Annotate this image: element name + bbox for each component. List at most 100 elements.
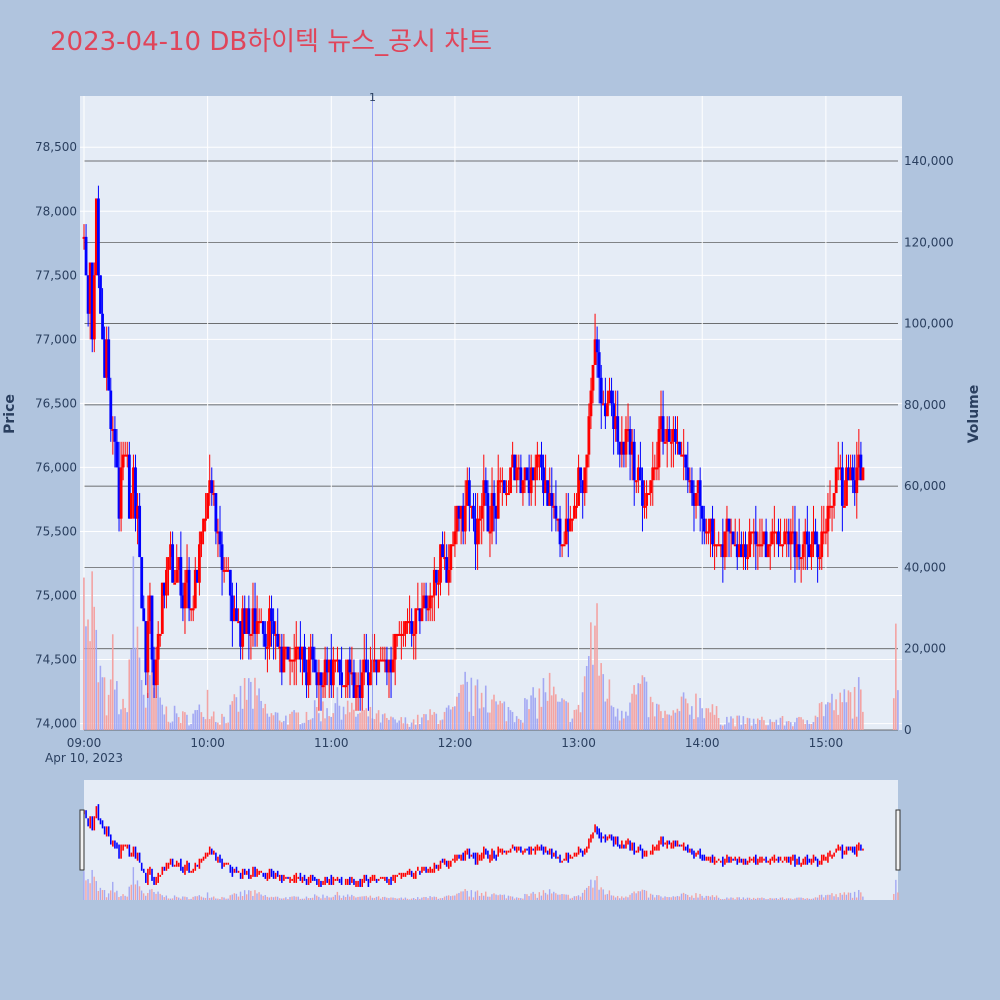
candle-body	[377, 659, 381, 673]
range-slider-right-handle[interactable]	[895, 809, 901, 871]
volume-bar	[509, 710, 512, 730]
candle-body	[562, 544, 566, 547]
volume-bar	[196, 709, 199, 730]
volume-bar	[373, 719, 376, 730]
slider-volume-bar	[544, 892, 547, 900]
slider-volume-bar	[359, 896, 361, 900]
slider-volume-bar	[829, 894, 831, 900]
news-marker[interactable]: 1	[369, 91, 376, 730]
range-slider-left-handle[interactable]	[79, 809, 85, 871]
slider-volume-bar	[392, 897, 394, 900]
slider-volume-bar	[295, 896, 297, 900]
candle-body	[482, 480, 486, 506]
candle-body	[261, 621, 265, 634]
slider-volume-bar	[99, 887, 102, 900]
volume-bar	[623, 718, 625, 730]
candle-body	[779, 544, 782, 547]
slider-volume-bar	[361, 896, 363, 900]
candle-body	[437, 582, 440, 585]
slider-volume-bar	[342, 895, 345, 900]
volume-bar	[501, 703, 504, 730]
volume-bar	[730, 716, 732, 730]
volume-bar	[338, 705, 341, 730]
candle-body	[560, 544, 564, 547]
slider-volume-bar	[676, 895, 679, 900]
volume-bar	[278, 720, 281, 730]
volume-bar	[695, 693, 697, 730]
slider-volume-bar	[672, 896, 674, 900]
slider-volume-bar	[839, 892, 841, 900]
volume-bar	[297, 712, 300, 730]
slider-volume-bar	[464, 888, 466, 900]
candle-body	[859, 454, 863, 481]
slider-volume-bar	[501, 894, 503, 900]
candle-body	[117, 467, 121, 519]
candle-body	[702, 518, 706, 532]
volume-bar	[107, 694, 110, 730]
candle-body	[589, 390, 593, 417]
slider-volume-bar	[256, 893, 258, 900]
candle-body	[651, 467, 655, 481]
candle-body	[154, 659, 158, 686]
candle-body	[434, 569, 438, 583]
volume-bar	[853, 686, 856, 730]
slider-volume-bar	[468, 896, 470, 900]
slider-volume-bar	[583, 889, 586, 900]
slider-volume-bar	[598, 889, 600, 900]
candle-body	[222, 569, 226, 572]
slider-volume-bar	[489, 896, 491, 900]
volume-bar	[377, 710, 380, 730]
candle-body	[624, 429, 628, 455]
volume-bar	[767, 725, 769, 730]
slider-volume-bar	[270, 896, 273, 900]
x-tick-label: 09:00	[67, 736, 102, 750]
volume-bar	[552, 686, 555, 730]
slider-volume-bar	[332, 896, 334, 900]
range-slider[interactable]	[84, 780, 898, 900]
candle-body	[711, 518, 714, 545]
slider-volume-bar	[491, 894, 493, 900]
volume-bar	[862, 711, 864, 730]
candle-body	[278, 646, 282, 649]
volume-bar	[214, 722, 217, 730]
candle-body	[88, 262, 92, 314]
volume-bar	[655, 703, 658, 730]
volume-bar	[478, 708, 481, 730]
volume-bar	[136, 626, 139, 730]
slider-volume-bar	[130, 884, 132, 900]
slider-volume-bar	[546, 894, 549, 900]
slider-volume-bar	[122, 894, 124, 900]
slider-volume-bar	[674, 896, 677, 900]
slider-volume-bar	[412, 897, 415, 900]
volume-bar	[126, 712, 128, 730]
candle-body	[746, 557, 749, 560]
volume-bar	[688, 714, 691, 730]
slider-volume-bar	[229, 895, 231, 900]
slider-volume-bar	[243, 890, 246, 900]
candle-body	[643, 505, 646, 508]
volume-bar	[173, 705, 176, 730]
volume-bar	[546, 700, 549, 730]
candle-body	[220, 544, 224, 570]
volume-bar	[726, 716, 728, 730]
volume-bar	[276, 712, 279, 730]
volume-bar	[631, 693, 633, 730]
slider-volume-bar	[649, 893, 652, 900]
slider-volume-bar	[641, 889, 644, 900]
volume-bar	[808, 723, 811, 730]
slider-volume-bar	[276, 896, 279, 900]
candle-body	[136, 505, 139, 519]
volume-bar	[313, 700, 316, 730]
range-slider-preview[interactable]	[79, 804, 901, 900]
slider-volume-bar	[105, 897, 108, 900]
slider-volume-bar	[548, 889, 551, 900]
slider-volume-bar	[812, 898, 815, 900]
volume-bar	[855, 716, 858, 730]
volume-bar	[105, 715, 108, 730]
slider-volume-bar	[241, 895, 244, 900]
volume-bar	[573, 709, 576, 730]
volume-bar	[781, 716, 784, 730]
slider-volume-bar	[311, 897, 314, 900]
slider-volume-bar	[757, 897, 759, 900]
slider-volume-bar	[431, 897, 433, 900]
